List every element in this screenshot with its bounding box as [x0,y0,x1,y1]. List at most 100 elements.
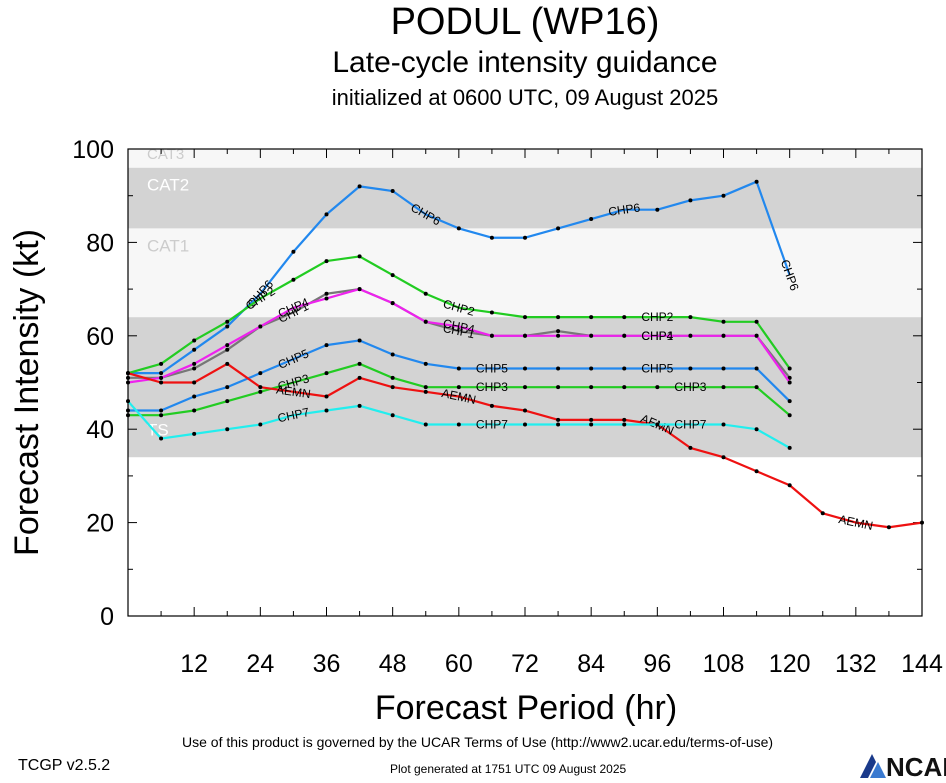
series-chp2-point [589,315,594,320]
series-chp7-point [423,422,428,427]
series-chp6-point [291,249,296,254]
series-chp3-point [423,385,428,390]
series-chp2-point [291,277,296,282]
series-chp7-point [324,408,329,413]
series-chp2-point [556,315,561,320]
series-chp4-point [622,333,627,338]
series-chp5-point [390,352,395,357]
series-chp3-point [622,385,627,390]
series-chp6-point [357,184,362,189]
series-chp7-label: CHP7 [476,418,508,432]
x-tick-label: 48 [379,650,407,678]
series-chp6-point [754,179,759,184]
series-chp3-point [192,408,197,413]
x-axis-label: Forecast Period (hr) [375,689,677,727]
x-tick-label: 144 [901,650,943,678]
series-chp6-point [456,226,461,231]
series-chp4-label: CHP4 [641,329,673,343]
series-chp4-label: CHP4 [442,316,477,336]
series-chp2-line [127,255,791,375]
intensity-chart: TS CAT1 CAT2 CAT3 0 20 40 60 80 100 12 24 36 48 60 72 84… [8,136,943,727]
series-chp7-point [721,422,726,427]
series-chp5-point [456,366,461,371]
series-chp6-point [556,226,561,231]
series-chp2-label: CHP2 [641,310,673,324]
series-aemn-label: AEMN [275,382,311,401]
series-aemn-point [556,417,561,422]
series-chp4-point [126,380,130,385]
series-chp5-point [787,399,792,404]
series-aemn-point [523,408,527,413]
series-aemn-point [754,469,759,474]
series-aemn-point [721,455,726,460]
series-aemn-point [589,417,594,422]
series-chp3-point [754,385,759,390]
series-chp4-point [357,287,362,292]
series-chp4-point [324,296,329,301]
series-chp5-point [126,408,130,413]
series-aemn-point [126,371,130,376]
series-chp3-point [159,413,164,418]
band-label: TS [147,420,169,439]
ncar-logo-mark-icon [860,754,886,778]
series-aemn-point [192,380,197,385]
series-chp4-point [192,361,197,366]
series-aemn-label: AEMN [837,512,874,533]
series-chp3-point [721,385,726,390]
series-chp3-point [258,389,263,394]
series-chp3-point [655,385,660,390]
series-chp3-label: CHP3 [476,380,508,394]
series-chp5-point [324,343,329,348]
series-chp6-point [721,193,726,198]
series-chp2-point [357,254,362,259]
series-aemn-point [423,389,428,394]
series-chp7-point [357,403,362,408]
series-aemn-point [886,525,891,530]
series-chp5-point [721,366,726,371]
series-chp5-point [192,394,197,399]
series-chp4-point [589,333,594,338]
y-tick-label: 20 [86,510,114,538]
x-tick-label: 72 [511,650,539,678]
version-label: TCGP v2.5.2 [18,757,111,774]
band-cat2 [128,167,922,229]
series-chp3-point [324,371,329,376]
series-chp4-point [258,324,263,329]
series-chp7-point [258,422,263,427]
series-chp2-point [622,315,627,320]
series-chp3-point [589,385,594,390]
series-chp7-point [754,427,759,432]
series-chp3-point [357,361,362,366]
series-chp6-point [225,324,230,329]
series-chp6-point [192,347,197,352]
series-chp1-point [126,375,130,380]
series-aemn-point [622,417,627,422]
series-chp7-point [159,436,164,441]
series-chp3-point [787,413,792,418]
x-tick-label: 84 [577,650,605,678]
y-tick-label: 60 [86,323,114,351]
x-tick-label: 60 [445,650,473,678]
series-chp1-point [225,347,230,352]
series-chp7-label: CHP7 [674,418,706,432]
series-chp7-point [622,422,627,427]
series-chp2-point [489,310,494,315]
series-aemn-point [390,385,395,390]
band-label: CAT3 [147,146,184,163]
series-chp5-point [754,366,759,371]
generated-time: Plot generated at 1751 UTC 09 August 202… [390,762,627,776]
y-tick-label: 0 [100,603,114,631]
series-chp3-label: CHP3 [674,380,706,394]
series-aemn-point [357,375,362,380]
init-time: initialized at 0600 UTC, 09 August 2025 [331,85,719,110]
series-aemn-point [820,511,825,516]
series-chp6-point [324,212,329,217]
series-chp4-point [159,375,164,380]
series-chp3-point [126,413,130,418]
series-chp3-point [390,375,395,380]
series-chp3-point [225,399,230,404]
series-chp4-line [127,288,791,384]
series-chp6-point [589,217,594,222]
series-chp4-point [721,333,726,338]
series-chp3-point [456,385,461,390]
